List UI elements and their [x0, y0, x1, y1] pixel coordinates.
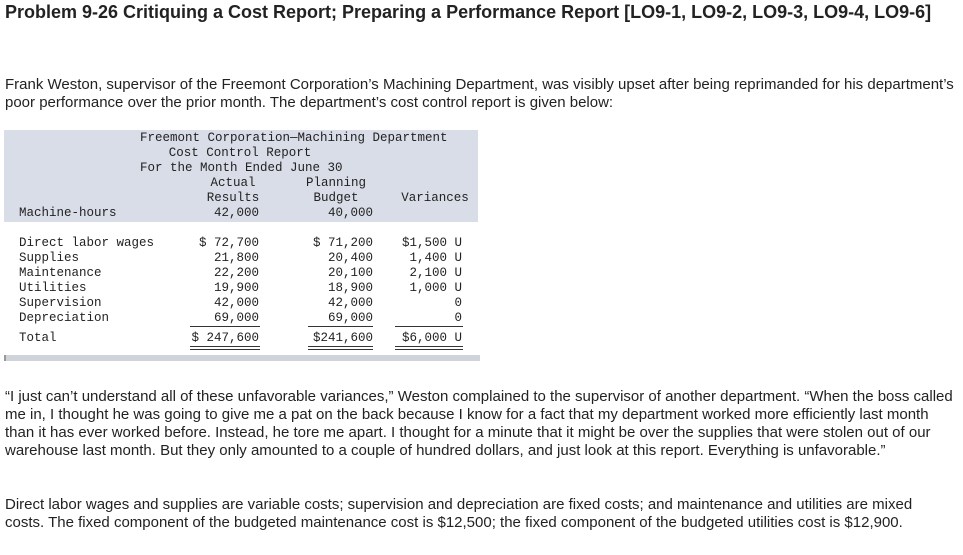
total-row-value: $241,600 — [312, 331, 373, 345]
cost-row-value: 20,100 — [327, 266, 373, 280]
report-title: Cost Control Report — [168, 146, 312, 160]
rule-line — [308, 326, 373, 327]
cost-row-value: 21,800 — [213, 251, 259, 265]
column-header: Results — [206, 191, 260, 205]
cost-row-value: 2,100 U — [409, 266, 462, 280]
rule-line — [190, 326, 260, 327]
cost-row-label: Maintenance — [19, 266, 102, 280]
cost-row-value: 20,400 — [327, 251, 373, 265]
rule-line — [395, 349, 463, 350]
cost-row-value: 42,000 — [213, 296, 259, 310]
rule-line — [395, 326, 463, 327]
cost-row-value: 42,000 — [327, 296, 373, 310]
machine-hours-label: Machine-hours — [19, 206, 117, 220]
rule-line — [308, 346, 373, 347]
cost-row-value: 22,200 — [213, 266, 259, 280]
cost-row-value: 1,400 U — [409, 251, 462, 265]
cost-row-value: $ 71,200 — [312, 236, 373, 250]
cost-row-value: 0 — [454, 296, 462, 310]
cost-row-label: Depreciation — [19, 311, 110, 325]
cost-row-value: 19,900 — [213, 281, 259, 295]
column-header: Budget — [313, 191, 359, 205]
cost-report: Freemont Corporation—Machining Departmen… — [4, 130, 480, 362]
cost-row-label: Supervision — [19, 296, 102, 310]
cost-row-label: Supplies — [19, 251, 80, 265]
cost-row-value: 0 — [454, 311, 462, 325]
problem-title: Problem 9-26 Critiquing a Cost Report; P… — [5, 2, 932, 22]
report-header-shade — [4, 130, 478, 222]
cost-row-value: 18,900 — [327, 281, 373, 295]
column-header: Planning — [305, 176, 366, 190]
machine-hours-value: 40,000 — [327, 206, 373, 220]
report-title: Freemont Corporation—Machining Departmen… — [140, 131, 448, 145]
cost-row-label: Utilities — [19, 281, 87, 295]
total-row-label: Total — [19, 331, 57, 345]
column-header: Variances — [401, 191, 469, 205]
cost-row-label: Direct labor wages — [19, 236, 155, 250]
machine-hours-value: 42,000 — [213, 206, 259, 220]
rule-line — [190, 346, 260, 347]
rule-line — [395, 346, 463, 347]
cost-row-value: $ 72,700 — [198, 236, 259, 250]
report-bottom-bar — [4, 355, 480, 361]
rule-line — [308, 349, 373, 350]
total-row-value: $ 247,600 — [191, 331, 259, 345]
cost-paragraph: Direct labor wages and supplies are vari… — [5, 496, 913, 531]
cost-row-value: $1,500 U — [401, 236, 462, 250]
report-title: For the Month Ended June 30 — [140, 161, 343, 175]
quote-paragraph: “I just can’t understand all of these un… — [5, 388, 953, 459]
cost-row-value: 69,000 — [327, 311, 373, 325]
rule-line — [190, 349, 260, 350]
cost-row-value: 1,000 U — [409, 281, 462, 295]
column-header: Actual — [210, 176, 256, 190]
cost-row-value: 69,000 — [213, 311, 259, 325]
intro-paragraph: Frank Weston, supervisor of the Freemont… — [5, 76, 954, 111]
total-row-value: $6,000 U — [401, 331, 462, 345]
